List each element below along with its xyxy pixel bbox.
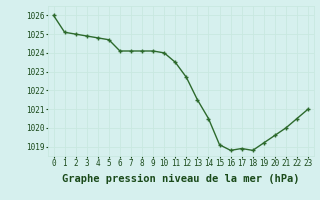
X-axis label: Graphe pression niveau de la mer (hPa): Graphe pression niveau de la mer (hPa)	[62, 174, 300, 184]
